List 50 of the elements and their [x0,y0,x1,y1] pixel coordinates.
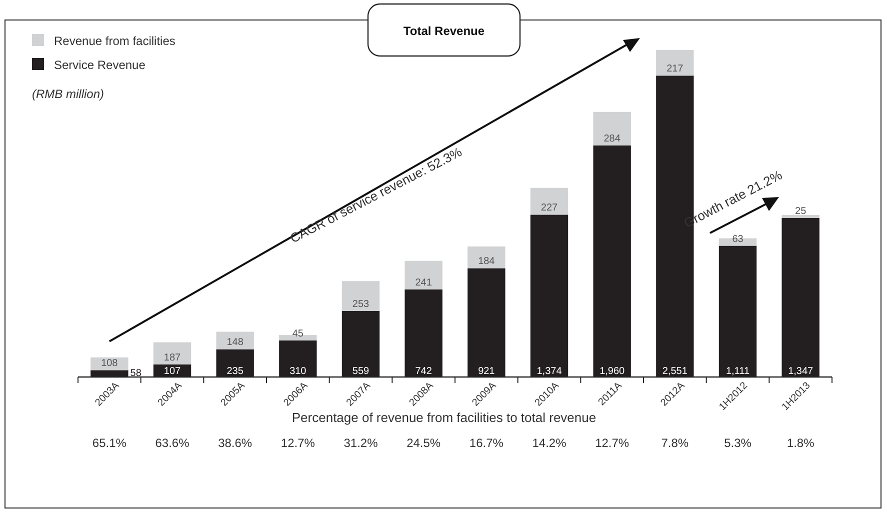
text: 12.7% [280,436,316,450]
data-label: 1,347 [788,366,814,377]
data-label: 148 [226,337,244,348]
data-label: 241 [415,277,432,288]
data-label: 253 [352,298,370,310]
text: (RMB million) [32,87,104,101]
bar [530,188,568,215]
data-label: 108 [101,358,118,370]
bar [593,112,631,146]
bar [342,281,380,311]
text: 16.7% [469,436,504,450]
bar [279,335,317,340]
text: 1.8% [786,436,815,450]
data-label: 227 [540,202,558,214]
text: 31.2% [344,436,378,450]
data-label: 107 [164,366,182,377]
text: 24.5% [406,436,441,450]
text: Percentage of revenue from facilities to total revenue [292,410,596,425]
data-label: 63 [732,234,744,245]
data-label: 1,960 [600,366,626,377]
data-label: 1,374 [536,366,562,377]
data-label: 2,551 [662,366,688,377]
chart-title: Total Revenue [403,24,485,38]
legend-label: Revenue from facilities [54,34,176,48]
text: 5.3% [724,436,752,450]
text: 65.1% [92,436,127,450]
data-label: 187 [164,352,182,364]
text: 38.6% [218,436,252,450]
text: 12.7% [595,436,630,450]
data-label: 235 [226,366,244,377]
data-label: 559 [352,366,370,377]
bar [468,246,506,268]
text: 7.8% [661,436,689,450]
data-label: 184 [478,256,496,268]
bar [404,260,442,290]
data-label: 284 [604,133,621,144]
bar [153,342,192,364]
data-label: 921 [478,366,496,377]
data-label: 310 [290,366,307,377]
bar [656,50,694,76]
data-label: 1,111 [726,366,750,377]
data-label: 25 [795,206,807,217]
data-label: 742 [415,366,432,377]
text: 14.2% [532,436,567,450]
data-label: 217 [666,64,684,75]
text: 63.6% [155,436,190,450]
bar [782,214,820,218]
data-label: 45 [292,328,304,340]
legend-label: Service Revenue [54,58,146,72]
data-label: 58 [130,368,142,379]
